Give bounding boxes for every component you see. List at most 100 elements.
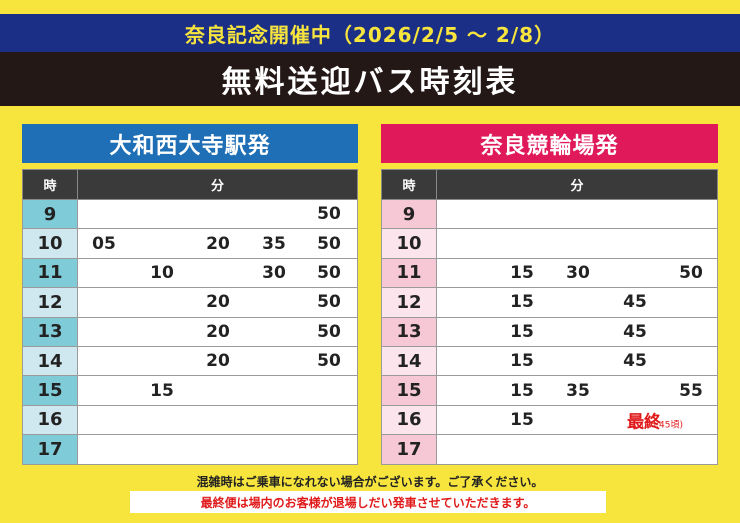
- hour-cell: 12: [381, 287, 437, 318]
- minute-value: 35: [566, 380, 590, 401]
- minutes-cell: 20 50: [77, 287, 358, 318]
- table-row: 12 20 50: [22, 287, 358, 318]
- minutes-cell: 20 50: [77, 345, 358, 377]
- minute-value: 15: [510, 351, 534, 372]
- minute-value: 15: [510, 321, 534, 342]
- last-bus-label: 最終(16:45頃): [627, 407, 727, 432]
- minute-value: 35: [262, 233, 286, 254]
- minutes-cell: 20 50: [77, 316, 358, 347]
- hour-cell: 11: [22, 257, 78, 289]
- hour-cell: 14: [22, 345, 78, 377]
- event-period-banner: 奈良記念開催中（2026/2/5 ～ 2/8）: [0, 14, 740, 52]
- hour-cell: 17: [22, 434, 78, 465]
- minutes-cell: 15 30 50: [436, 257, 718, 289]
- minutes-cell: 15 45: [436, 287, 718, 318]
- minute-value: 50: [317, 204, 341, 225]
- timetable-saidaiji: 大和西大寺駅発 時 分 9 50 10 05 20 35 50 11 10 30 50 12 20 50 1…: [22, 124, 358, 465]
- keirinjo-header: 奈良競輪場発: [381, 124, 718, 163]
- last-bus-note-text: 最終便は場内のお客様が退場しだい発車させていただきます。: [200, 495, 536, 510]
- minutes-cell: [436, 198, 718, 230]
- minute-value: 45: [623, 292, 647, 313]
- minutes-cell: [77, 404, 358, 436]
- timetable-keirinjo: 奈良競輪場発 時 分 9 10 11 15 30 50 12 15 45 13 15 45 14 15 45…: [381, 124, 718, 465]
- table-row: 16: [22, 404, 358, 436]
- minute-value: 20: [206, 233, 230, 254]
- table-row: 10: [381, 228, 718, 259]
- hour-cell: 10: [22, 228, 78, 259]
- hour-cell: 16: [381, 404, 437, 436]
- minutes-cell: 15: [77, 375, 358, 406]
- hour-cell: 15: [381, 375, 437, 406]
- minutes-cell: [436, 434, 718, 465]
- table-row: 9: [381, 198, 718, 230]
- minute-value: 45: [623, 321, 647, 342]
- table-row: 17: [22, 434, 358, 465]
- last-bus-time-note: (16:45頃): [641, 420, 683, 431]
- hour-cell: 11: [381, 257, 437, 289]
- table-row: 15 15: [22, 375, 358, 406]
- table-row: 12 15 45: [381, 287, 718, 318]
- hour-cell: 9: [381, 198, 437, 230]
- minute-value: 50: [317, 351, 341, 372]
- minute-value: 55: [679, 380, 703, 401]
- minute-value: 50: [317, 262, 341, 283]
- minute-value: 30: [262, 262, 286, 283]
- saidaiji-header: 大和西大寺駅発: [22, 124, 358, 163]
- table-row: 14 20 50: [22, 345, 358, 377]
- minute-value: 20: [206, 351, 230, 372]
- keirinjo-table: 時 分 9 10 11 15 30 50 12 15 45 13 15 45 14 15 45 15 15 35 5…: [381, 169, 718, 465]
- minutes-cell: 10 30 50: [77, 257, 358, 289]
- minute-value: 20: [206, 292, 230, 313]
- minutes-cell: 15 45: [436, 316, 718, 347]
- event-period-text: 奈良記念開催中（2026/2/5 ～ 2/8）: [184, 22, 556, 47]
- last-bus-note: 最終便は場内のお客様が退場しだい発車させていただきます。: [130, 491, 606, 513]
- table-row: 14 15 45: [381, 345, 718, 377]
- page-title-text: 無料送迎バス時刻表: [221, 65, 519, 100]
- minutes-cell: [436, 228, 718, 259]
- minutes-cell: [77, 434, 358, 465]
- saidaiji-title: 大和西大寺駅発: [109, 133, 271, 159]
- hour-cell: 9: [22, 198, 78, 230]
- minutes-cell: 50: [77, 198, 358, 230]
- saidaiji-table: 時 分 9 50 10 05 20 35 50 11 10 30 50 12 20 50 13 20 50 14 2…: [22, 169, 358, 465]
- minute-value: 15: [510, 380, 534, 401]
- minute-value: 15: [510, 262, 534, 283]
- table-row: 9 50: [22, 198, 358, 230]
- hour-column-header: 時: [381, 169, 437, 200]
- minute-column-header: 分: [77, 169, 358, 200]
- minute-value: 15: [150, 380, 174, 401]
- minute-value: 45: [623, 351, 647, 372]
- crowded-note: 混雑時はご乗車になれない場合がございます。ご了承ください。: [196, 475, 544, 489]
- table-row: 16 15 最終(16:45頃): [381, 404, 718, 436]
- keirinjo-title: 奈良競輪場発: [480, 133, 619, 159]
- minutes-cell: 15 35 55: [436, 375, 718, 406]
- hour-cell: 15: [22, 375, 78, 406]
- hour-cell: 10: [381, 228, 437, 259]
- minutes-cell: 15 最終(16:45頃): [436, 404, 718, 436]
- minute-column-header: 分: [436, 169, 718, 200]
- minute-value: 10: [150, 262, 174, 283]
- table-row: 13 15 45: [381, 316, 718, 347]
- table-row: 17: [381, 434, 718, 465]
- hour-cell: 16: [22, 404, 78, 436]
- hour-cell: 17: [381, 434, 437, 465]
- minute-value: 50: [317, 292, 341, 313]
- minute-value: 20: [206, 321, 230, 342]
- minute-value: 50: [317, 233, 341, 254]
- table-row: 10 05 20 35 50: [22, 228, 358, 259]
- hour-cell: 13: [22, 316, 78, 347]
- minute-value: 05: [92, 233, 116, 254]
- minute-value: 50: [679, 262, 703, 283]
- hour-cell: 13: [381, 316, 437, 347]
- table-row: 13 20 50: [22, 316, 358, 347]
- last-bus-text: 最終: [627, 412, 661, 433]
- hour-cell: 14: [381, 345, 437, 377]
- table-row: 15 15 35 55: [381, 375, 718, 406]
- minute-value: 30: [566, 262, 590, 283]
- table-row: 11 10 30 50: [22, 257, 358, 289]
- hour-cell: 12: [22, 287, 78, 318]
- page-title: 無料送迎バス時刻表: [0, 52, 740, 106]
- table-row: 11 15 30 50: [381, 257, 718, 289]
- minutes-cell: 05 20 35 50: [77, 228, 358, 259]
- minute-value: 15: [510, 409, 534, 430]
